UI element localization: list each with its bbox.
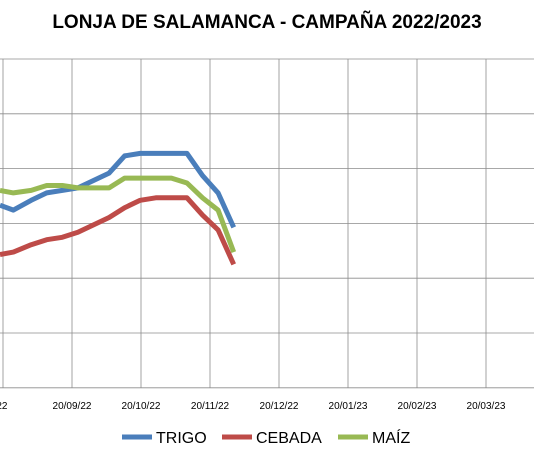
legend-label: MAÍZ [372,428,410,447]
series-line-0 [0,150,236,229]
x-tick-label: 20/01/23 [329,401,368,412]
x-tick-label: 20/08/22 [0,401,8,412]
series-line-1 [0,195,236,266]
legend-label: CEBADA [256,430,322,447]
x-tick-label: 20/09/22 [53,401,92,412]
chart-title: LONJA DE SALAMANCA - CAMPAÑA 2022/2023 [52,12,482,33]
x-tick-label: 20/12/22 [260,401,299,412]
x-tick-label: 20/11/22 [191,401,230,412]
legend-label: TRIGO [156,430,207,447]
x-tick-label: 20/02/23 [398,401,437,412]
x-tick-label: 20/03/23 [467,401,506,412]
series-line-2 [0,175,237,253]
x-tick-label: 20/10/22 [122,401,161,412]
